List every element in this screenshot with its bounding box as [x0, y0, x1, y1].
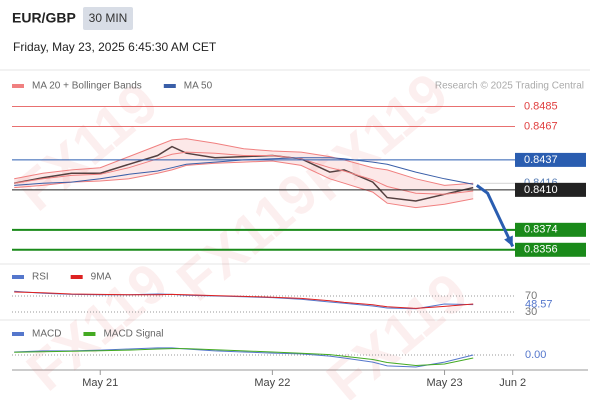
forecast-arrow — [475, 184, 515, 248]
symbol: EUR/GBP — [12, 10, 76, 26]
date: Friday, May 23, 2025 6:45:30 AM CET — [13, 40, 217, 54]
series-line — [14, 291, 474, 309]
legend-swatch — [12, 332, 24, 336]
x-tick-label: May 22 — [254, 377, 290, 389]
legend-swatch — [70, 275, 83, 279]
legend-swatch — [12, 84, 24, 88]
bollinger-upper — [14, 138, 474, 186]
series-line — [14, 151, 474, 195]
y-tick-label: 30 — [525, 306, 537, 318]
price-line — [14, 145, 474, 202]
x-tick-label: May 23 — [426, 377, 462, 389]
legend-label: RSI — [32, 272, 49, 283]
legend-swatch — [12, 275, 24, 279]
legend-label: MA 20 + Bollinger Bands — [32, 81, 142, 92]
level-box — [515, 182, 586, 197]
level-box — [515, 152, 586, 167]
level-label: 0.8437 — [524, 154, 558, 166]
x-tick-label: May 21 — [82, 377, 118, 389]
legend-label: MACD — [32, 329, 61, 340]
level-label: 0.8374 — [524, 224, 558, 236]
level-label: 0.8467 — [524, 121, 558, 133]
series-line — [14, 347, 474, 368]
legend-label: MACD Signal — [103, 329, 163, 340]
legend-label: MA 50 — [184, 81, 213, 92]
x-tick-label: Jun 2 — [499, 377, 526, 389]
legend-swatch — [83, 332, 96, 336]
last-value-label: 48.57 — [525, 298, 553, 310]
legend-label: 9MA — [91, 272, 112, 283]
credit: Research © 2025 Trading Central — [435, 81, 584, 92]
level-label: 0.8410 — [524, 184, 558, 196]
level-box — [515, 222, 586, 237]
timeframe: 30 MIN — [89, 11, 128, 25]
y-tick-label: 70 — [525, 290, 537, 302]
arrow-head — [504, 235, 513, 247]
level-box — [515, 242, 586, 257]
timeframe-box — [83, 7, 133, 30]
legend-swatch — [163, 84, 176, 88]
bollinger-lower — [14, 160, 474, 209]
y-tick-label: 0.00 — [525, 349, 546, 361]
series-line — [14, 348, 474, 367]
level-label: 0.8485 — [524, 101, 558, 113]
level-label: 0.8356 — [524, 244, 558, 256]
